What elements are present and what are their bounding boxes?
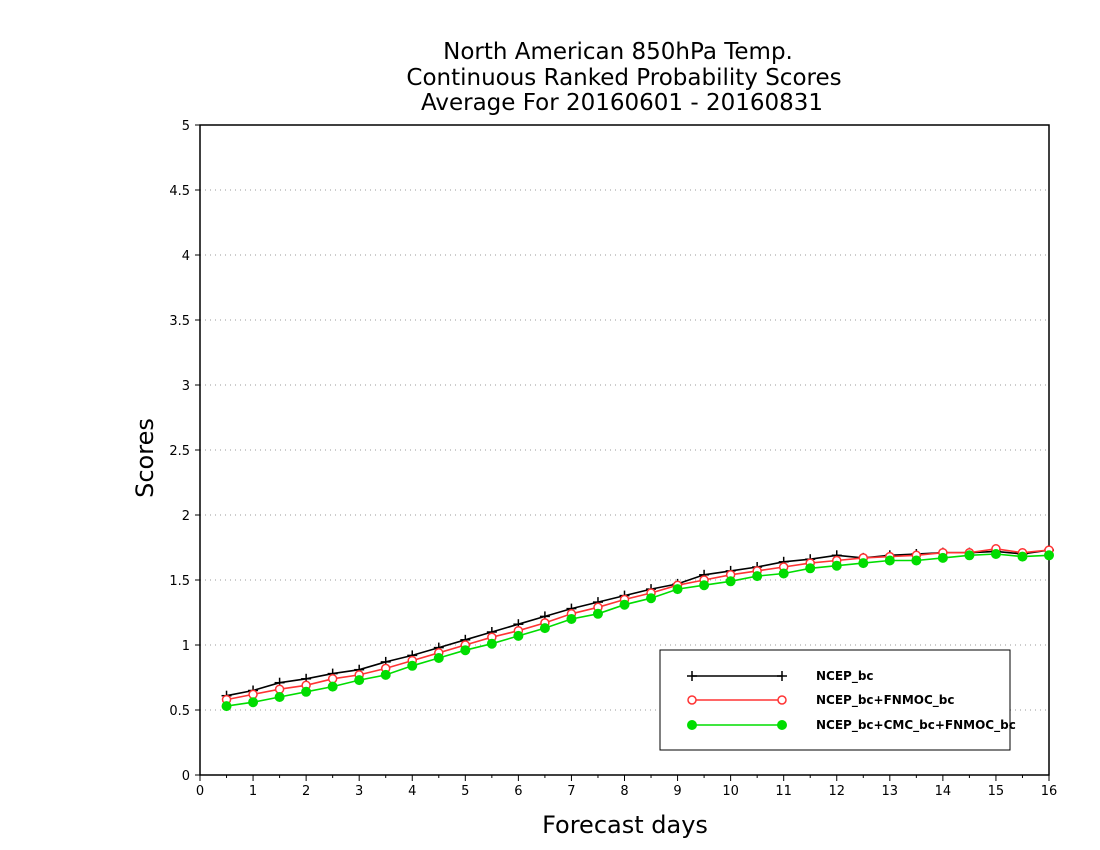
x-tick-label: 11 xyxy=(775,784,792,799)
y-tick-label: 1 xyxy=(182,639,190,654)
data-point xyxy=(699,580,710,591)
data-point xyxy=(777,671,787,681)
legend-entry: NCEP_bc xyxy=(687,669,874,684)
grid-lines xyxy=(200,189,1049,711)
data-point xyxy=(221,701,232,712)
data-point xyxy=(327,681,338,692)
x-tick-label: 13 xyxy=(882,784,899,799)
y-tick-label: 3 xyxy=(182,379,190,394)
x-tick-label: 6 xyxy=(514,784,522,799)
x-tick-label: 16 xyxy=(1041,784,1058,799)
data-point xyxy=(725,576,736,587)
data-point xyxy=(672,584,683,595)
data-point xyxy=(778,568,789,579)
data-point xyxy=(858,558,869,569)
x-tick-label: 5 xyxy=(461,784,469,799)
data-point xyxy=(964,550,975,561)
chart-title-line-1: North American 850hPa Temp. xyxy=(443,39,793,65)
y-tick-label: 5 xyxy=(182,119,190,134)
data-point xyxy=(354,675,365,686)
data-point xyxy=(884,555,895,566)
y-tick-label: 2 xyxy=(182,509,190,524)
x-tick-label: 1 xyxy=(249,784,257,799)
data-point xyxy=(433,653,444,663)
data-point xyxy=(911,555,922,566)
chart-title-line-3: Average For 20160601 - 20160831 xyxy=(421,90,823,116)
data-point xyxy=(1044,550,1054,561)
data-point xyxy=(777,695,787,705)
data-point xyxy=(301,686,312,697)
data-point xyxy=(990,549,1001,559)
legend-label: NCEP_bc+FNMOC_bc xyxy=(816,693,955,708)
y-tick-label: 0.5 xyxy=(169,704,190,719)
x-axis-label: Forecast days xyxy=(542,811,708,839)
data-point xyxy=(687,671,697,681)
data-point xyxy=(752,571,763,582)
y-axis: 0 0.5 1 1.5 2 2.5 3 3.5 4 4.5 5 xyxy=(169,119,200,784)
x-tick-label: 8 xyxy=(620,784,628,799)
y-axis-label: Scores xyxy=(131,418,159,498)
x-tick-label: 9 xyxy=(673,784,681,799)
x-tick-label: 7 xyxy=(567,784,575,799)
data-point xyxy=(274,692,285,702)
data-point xyxy=(407,660,418,671)
y-tick-label: 3.5 xyxy=(169,314,190,329)
data-point xyxy=(592,608,603,619)
y-tick-label: 1.5 xyxy=(169,574,190,589)
x-tick-label: 3 xyxy=(355,784,363,799)
x-tick-label: 14 xyxy=(935,784,952,799)
y-tick-label: 4 xyxy=(182,249,190,264)
data-point xyxy=(566,614,577,624)
y-tick-label: 4.5 xyxy=(169,184,190,199)
data-point xyxy=(460,645,471,656)
series-layer xyxy=(221,544,1054,712)
x-tick-label: 10 xyxy=(722,784,739,799)
series-2 xyxy=(221,549,1054,712)
x-tick-label: 0 xyxy=(196,784,204,799)
x-tick-label: 4 xyxy=(408,784,416,799)
legend-entry: NCEP_bc+FNMOC_bc xyxy=(687,693,955,708)
data-point xyxy=(248,697,259,708)
data-point xyxy=(380,669,391,680)
data-point xyxy=(539,623,550,634)
data-point xyxy=(513,630,524,641)
y-tick-label: 0 xyxy=(182,769,190,784)
legend-label: NCEP_bc xyxy=(816,669,874,684)
data-point xyxy=(777,720,787,730)
legend-entry: NCEP_bc+CMC_bc+FNMOC_bc xyxy=(687,718,1016,733)
x-axis: 0 1 2 3 4 5 6 7 8 9 10 11 12 13 14 15 16 xyxy=(196,775,1057,799)
data-point xyxy=(486,638,497,649)
data-point xyxy=(805,563,816,574)
x-tick-label: 2 xyxy=(302,784,310,799)
chart-title-line-2: Continuous Ranked Probability Scores xyxy=(406,65,841,91)
data-point xyxy=(937,552,948,563)
legend: NCEP_bc NCEP_bc+FNMOC_bc NCEP_bc+CMC_bc+FN… xyxy=(659,649,1016,751)
x-tick-label: 12 xyxy=(828,784,845,799)
data-point xyxy=(619,599,630,610)
data-point xyxy=(687,695,697,705)
data-point xyxy=(646,593,657,604)
legend-label: NCEP_bc+CMC_bc+FNMOC_bc xyxy=(816,718,1016,733)
data-point xyxy=(831,560,842,571)
data-point xyxy=(1017,551,1028,562)
y-tick-label: 2.5 xyxy=(169,444,190,459)
data-point xyxy=(687,720,697,730)
x-tick-label: 15 xyxy=(988,784,1005,799)
